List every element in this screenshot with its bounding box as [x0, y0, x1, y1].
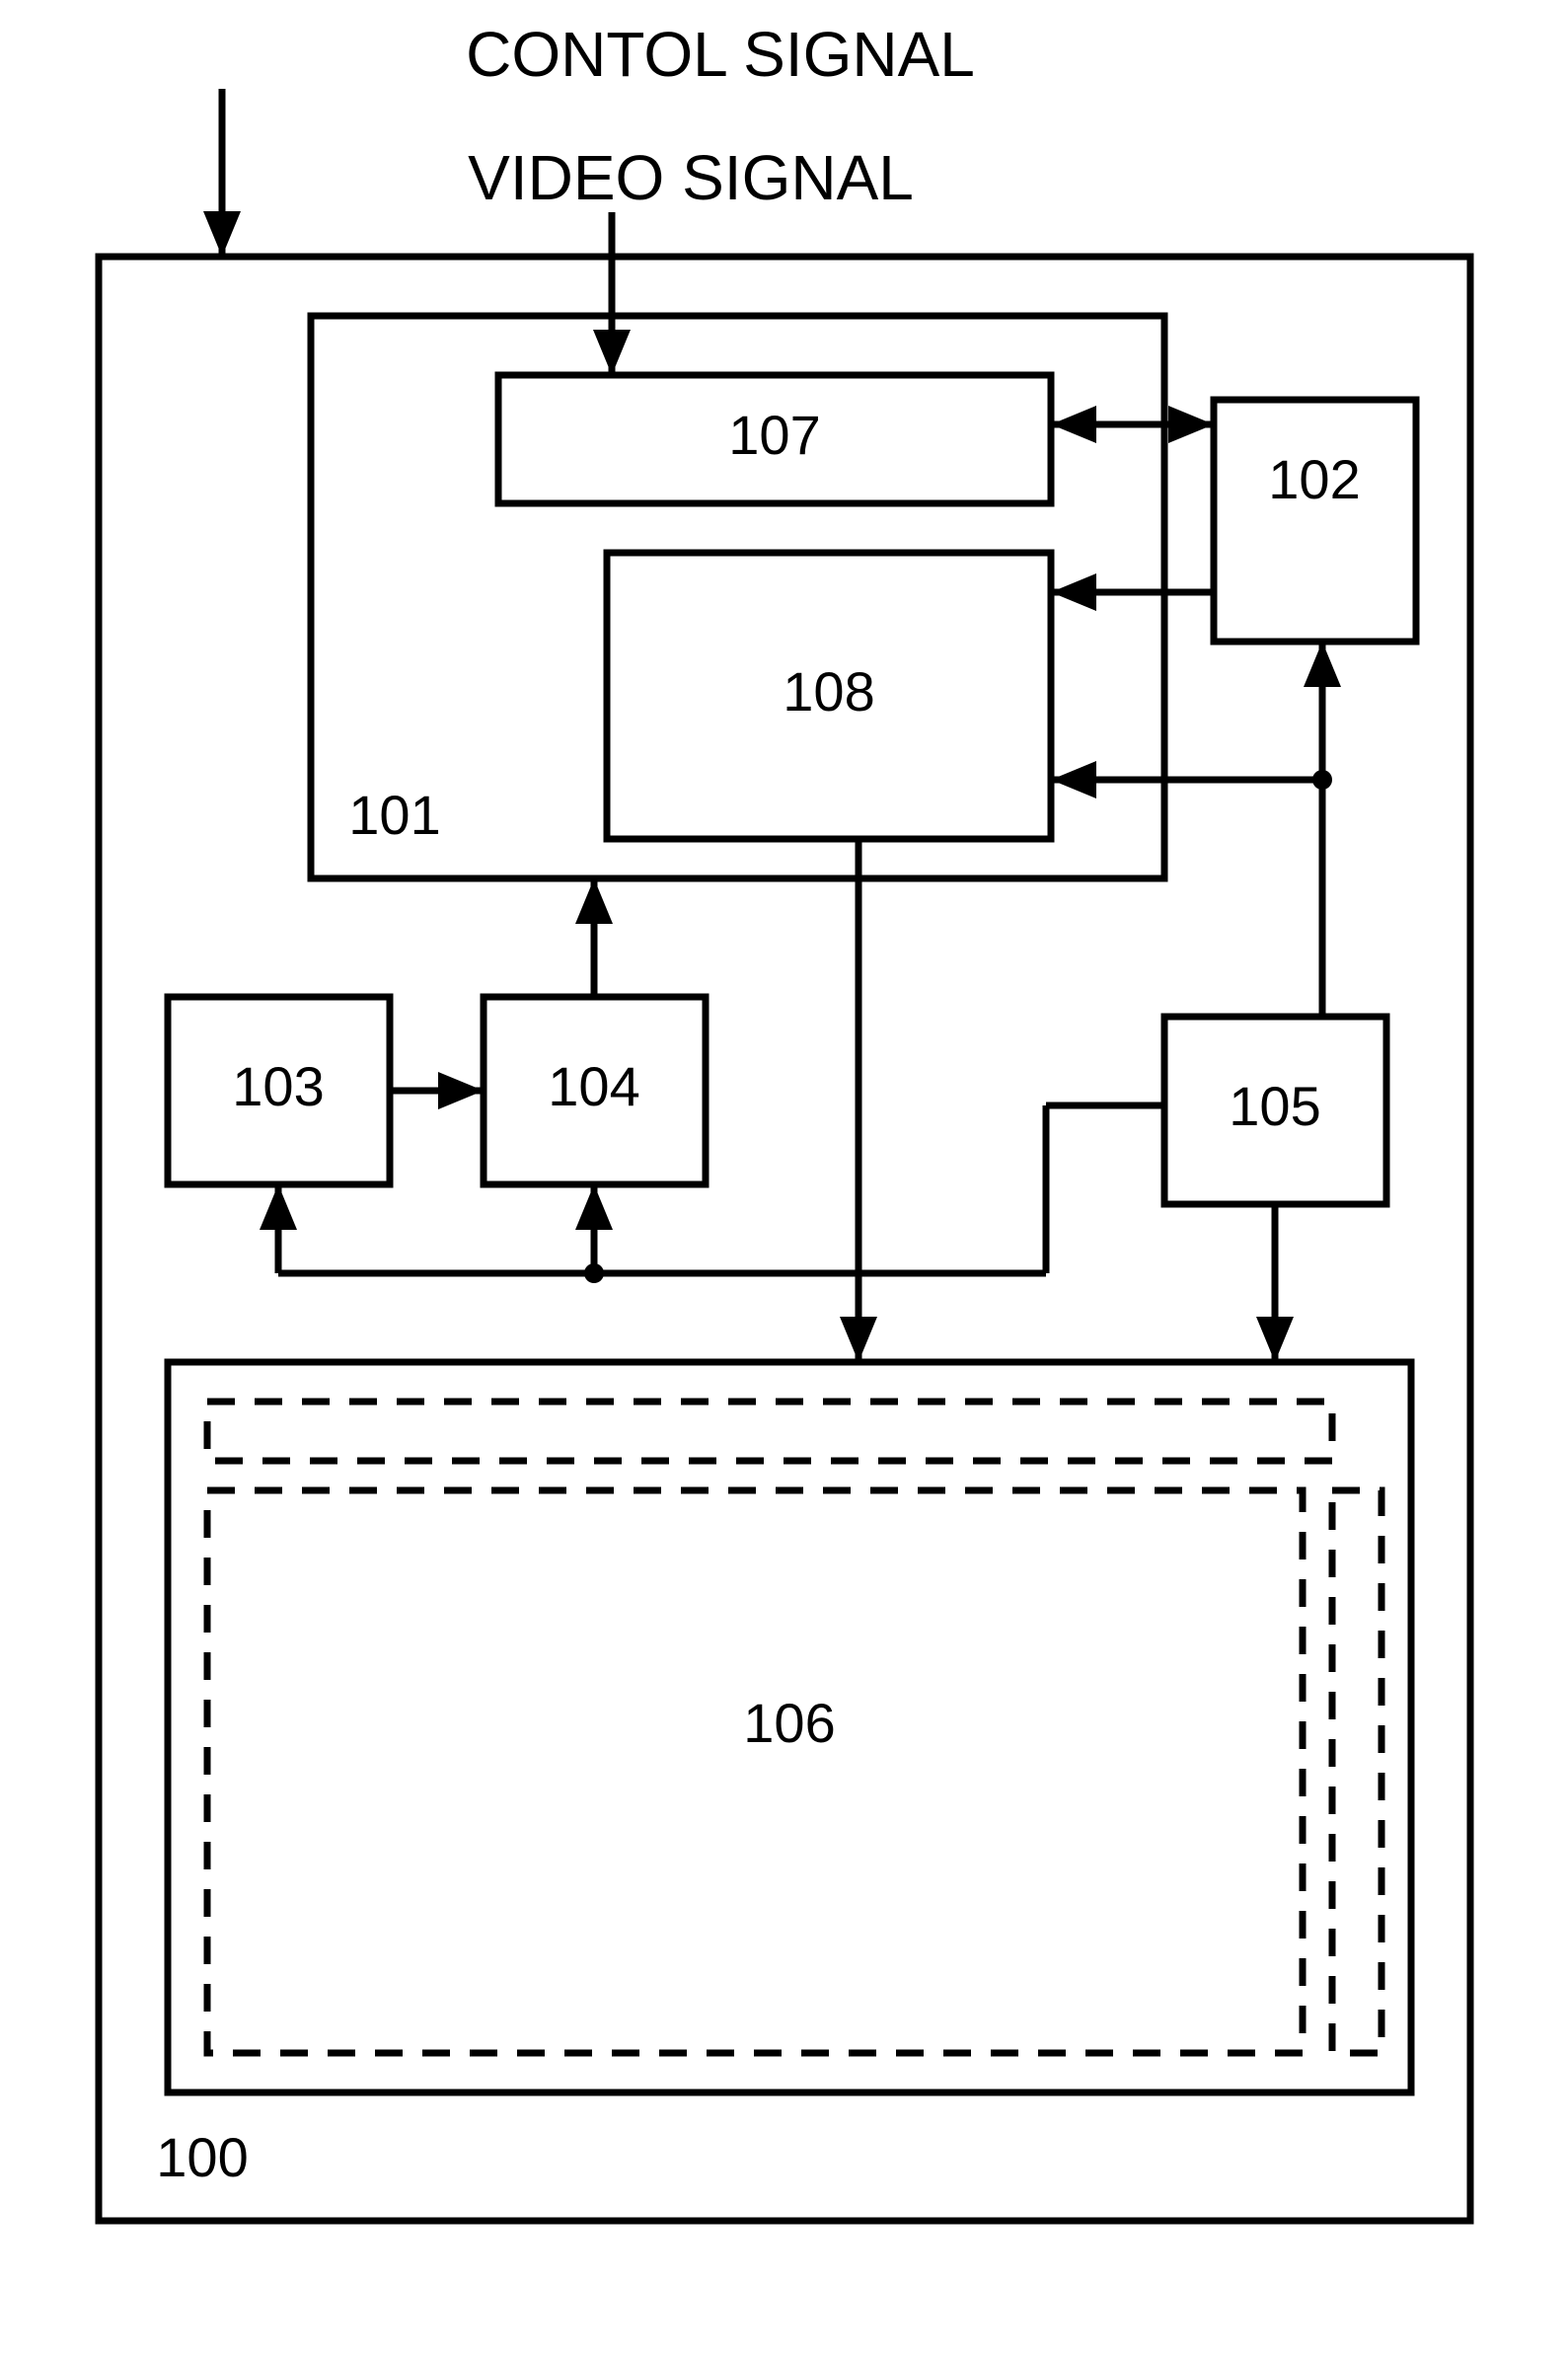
block-label-108: 108 — [783, 660, 874, 722]
block-label-107: 107 — [728, 404, 820, 466]
video-signal-label: VIDEO SIGNAL — [468, 142, 914, 213]
block-label-100: 100 — [156, 2126, 248, 2188]
dashed-main_area — [207, 1490, 1303, 2053]
control-signal-label: CONTOL SIGNAL — [466, 19, 975, 90]
block-label-101: 101 — [348, 784, 440, 846]
dashed-top_strip — [207, 1402, 1332, 1461]
block-102 — [1214, 400, 1416, 642]
block-label-105: 105 — [1229, 1075, 1320, 1137]
block-label-106: 106 — [743, 1692, 835, 1754]
block-label-102: 102 — [1268, 448, 1360, 510]
block-label-103: 103 — [232, 1055, 324, 1117]
dashed-right_strip — [1332, 1490, 1381, 2053]
block-label-104: 104 — [548, 1055, 639, 1117]
